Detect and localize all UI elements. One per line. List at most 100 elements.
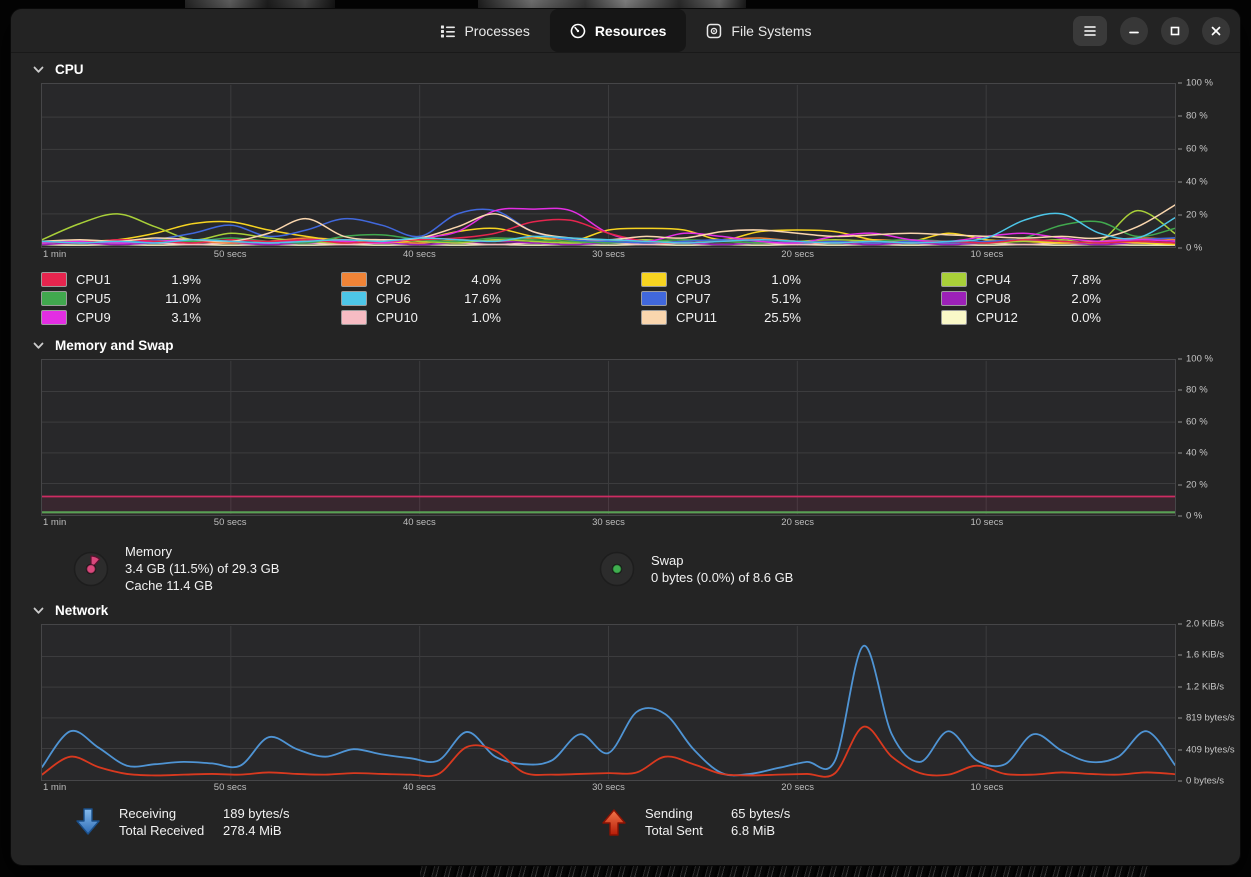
cpu-legend-item: CPU9 3.1% xyxy=(41,310,341,325)
close-icon xyxy=(1211,26,1221,35)
memory-stat-text: Memory 3.4 GB (11.5%) of 29.3 GB Cache 1… xyxy=(125,543,279,594)
x-tick: 20 secs xyxy=(781,249,815,260)
cpu-legend-item: CPU2 4.0% xyxy=(341,272,641,287)
cpu-legend-item: CPU5 11.0% xyxy=(41,291,341,306)
tab-file-systems[interactable]: File Systems xyxy=(686,9,831,52)
cpu-x-axis: 1 min 50 secs 40 secs 30 secs 20 secs 10… xyxy=(41,249,1176,263)
cpu-value: 1.0% xyxy=(771,272,801,287)
cpu-legend-item: CPU10 1.0% xyxy=(341,310,641,325)
cpu8-swatch xyxy=(941,291,967,306)
total-sent-value: 6.8 MiB xyxy=(731,823,776,838)
cpu1-swatch xyxy=(41,272,67,287)
upload-arrow-icon xyxy=(602,809,626,836)
disk-icon xyxy=(707,23,722,38)
chevron-down-icon[interactable] xyxy=(33,342,44,350)
download-arrow-icon xyxy=(76,808,100,835)
minimize-button[interactable] xyxy=(1120,16,1148,45)
y-tick: 409 bytes/s xyxy=(1178,744,1235,755)
cpu-legend: CPU1 1.9% CPU5 11.0% CPU9 3.1% CPU2 4.0% CPU… xyxy=(41,270,1240,327)
cpu-legend-item: CPU1 1.9% xyxy=(41,272,341,287)
cpu-legend-item: CPU8 2.0% xyxy=(941,291,1240,306)
x-tick: 20 secs xyxy=(781,517,815,528)
x-tick: 50 secs xyxy=(213,249,247,260)
y-tick: 40 % xyxy=(1178,177,1208,188)
network-section-header: Network xyxy=(11,594,1240,624)
x-tick: 10 secs xyxy=(970,249,1004,260)
cpu-name: CPU3 xyxy=(676,272,711,287)
x-tick: 10 secs xyxy=(970,517,1004,528)
network-x-axis: 1 min 50 secs 40 secs 30 secs 20 secs 10… xyxy=(41,782,1176,796)
chevron-down-icon[interactable] xyxy=(33,66,44,74)
hamburger-icon xyxy=(1084,25,1096,36)
receiving-stat: Receiving 189 bytes/s Total Received 278… xyxy=(73,805,599,839)
headerbar: Processes Resources Fi xyxy=(11,9,1240,53)
menu-button[interactable] xyxy=(1073,15,1107,46)
tab-resources[interactable]: Resources xyxy=(549,9,687,52)
total-received-value: 278.4 MiB xyxy=(223,823,282,838)
cpu-chart xyxy=(41,83,1176,248)
total-sent-label: Total Sent xyxy=(645,823,703,838)
y-tick: 80 % xyxy=(1178,385,1208,396)
tab-label: Processes xyxy=(464,22,530,39)
cpu-name: CPU2 xyxy=(376,272,411,287)
sending-rate: 65 bytes/s xyxy=(731,806,791,821)
memory-chart xyxy=(41,359,1176,516)
cpu-name: CPU1 xyxy=(76,272,111,287)
cpu-name: CPU11 xyxy=(676,310,717,325)
cpu-value: 7.8% xyxy=(1071,272,1101,287)
cpu-name: CPU5 xyxy=(76,291,111,306)
memory-cache: Cache 11.4 GB xyxy=(125,578,213,593)
maximize-button[interactable] xyxy=(1161,16,1189,45)
x-tick: 50 secs xyxy=(213,517,247,528)
close-button[interactable] xyxy=(1202,16,1230,45)
cpu-legend-item: CPU3 1.0% xyxy=(641,272,941,287)
cpu-legend-item: CPU7 5.1% xyxy=(641,291,941,306)
x-tick: 30 secs xyxy=(592,782,625,793)
network-section-title: Network xyxy=(55,603,109,618)
tab-label: Resources xyxy=(594,22,667,39)
y-tick: 40 % xyxy=(1178,448,1208,459)
x-tick: 50 secs xyxy=(213,782,247,793)
tab-label: File Systems xyxy=(731,22,812,39)
y-tick: 0 % xyxy=(1178,243,1202,254)
maximize-icon xyxy=(1170,26,1180,35)
cpu-legend-item: CPU4 7.8% xyxy=(941,272,1240,287)
y-tick: 20 % xyxy=(1178,479,1208,490)
chevron-down-icon[interactable] xyxy=(33,607,44,615)
cpu-value: 17.6% xyxy=(464,291,501,306)
view-switcher: Processes Resources Fi xyxy=(419,9,831,52)
network-y-axis: 2.0 KiB/s 1.6 KiB/s 1.2 KiB/s 819 bytes/… xyxy=(1178,619,1240,787)
total-received-label: Total Received xyxy=(119,823,205,838)
memory-usage: 3.4 GB (11.5%) of 29.3 GB xyxy=(125,561,280,576)
x-tick: 1 min xyxy=(43,782,67,793)
cpu5-swatch xyxy=(41,291,67,306)
x-tick: 10 secs xyxy=(970,782,1004,793)
y-tick: 1.6 KiB/s xyxy=(1178,650,1224,661)
receiving-rate: 189 bytes/s xyxy=(223,806,290,821)
y-tick: 100 % xyxy=(1178,354,1213,365)
y-tick: 819 bytes/s xyxy=(1178,713,1235,724)
cpu-section-header: CPU xyxy=(11,53,1240,83)
memory-stats-row: Memory 3.4 GB (11.5%) of 29.3 GB Cache 1… xyxy=(73,543,1240,594)
cpu-value: 1.9% xyxy=(171,272,201,287)
cpu-value: 5.1% xyxy=(771,291,801,306)
process-list-icon xyxy=(440,25,455,37)
memory-y-axis: 100 % 80 % 60 % 40 % 20 % 0 % xyxy=(1178,354,1240,522)
cpu-name: CPU10 xyxy=(376,310,418,325)
cpu-legend-item: CPU12 0.0% xyxy=(941,310,1240,325)
cpu-value: 4.0% xyxy=(471,272,501,287)
cpu10-swatch xyxy=(341,310,367,325)
cpu-value: 1.0% xyxy=(471,310,501,325)
cpu9-swatch xyxy=(41,310,67,325)
cpu7-swatch xyxy=(641,291,667,306)
sending-text: Sending 65 bytes/s Total Sent 6.8 MiB xyxy=(645,805,790,839)
cpu-value: 3.1% xyxy=(171,310,201,325)
y-tick: 0 bytes/s xyxy=(1178,776,1224,787)
receiving-text: Receiving 189 bytes/s Total Received 278… xyxy=(119,805,290,839)
tab-processes[interactable]: Processes xyxy=(419,9,549,52)
cpu-value: 11.0% xyxy=(165,291,201,306)
cpu2-swatch xyxy=(341,272,367,287)
cpu-value: 2.0% xyxy=(1071,291,1101,306)
cpu-name: CPU7 xyxy=(676,291,711,306)
